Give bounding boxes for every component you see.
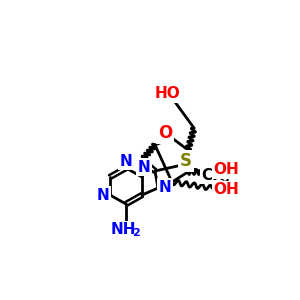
Text: 2: 2 — [132, 228, 140, 238]
Text: HO: HO — [154, 86, 180, 101]
Text: S: S — [180, 152, 192, 170]
Text: O: O — [158, 124, 172, 142]
Text: N: N — [97, 188, 110, 202]
Text: CH: CH — [201, 167, 225, 182]
Text: NH: NH — [110, 223, 136, 238]
Text: OH: OH — [213, 163, 239, 178]
Text: 3: 3 — [221, 174, 229, 184]
Text: N: N — [120, 154, 132, 169]
Text: N: N — [138, 160, 150, 175]
Text: N: N — [159, 179, 171, 194]
Text: OH: OH — [213, 182, 239, 197]
